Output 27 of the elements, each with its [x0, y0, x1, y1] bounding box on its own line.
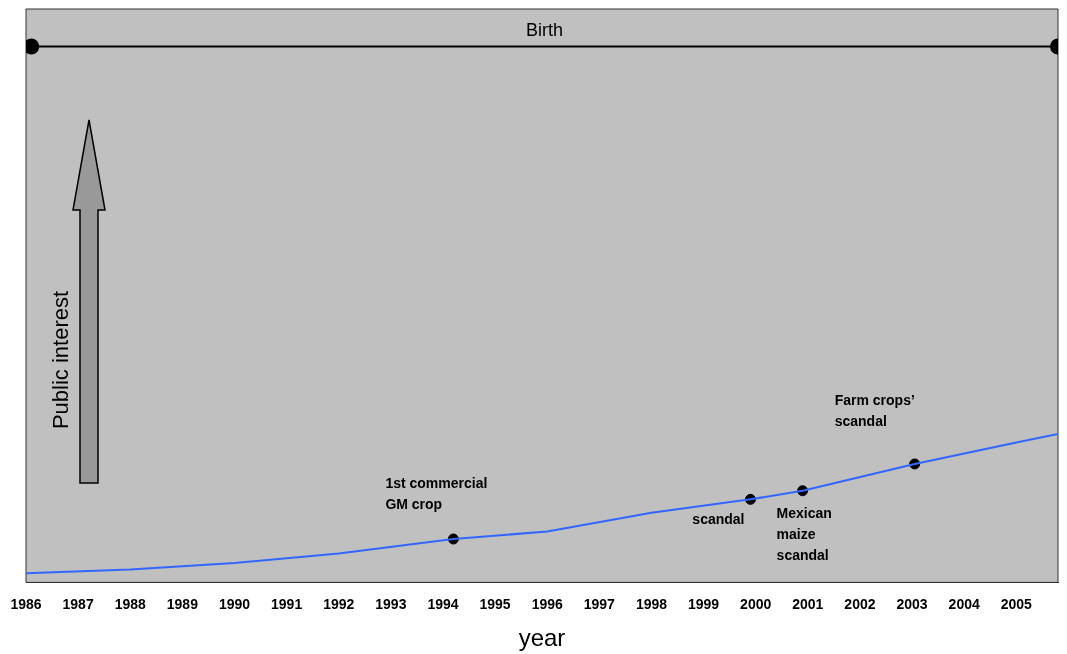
annotation: Farm crops’ scandal — [834, 391, 915, 429]
x-tick-label: 1995 — [479, 595, 511, 612]
x-tick-label: 1987 — [62, 595, 94, 612]
x-tick-label: 1999 — [688, 595, 720, 612]
annotation: 1st commercial GM crop — [385, 474, 488, 512]
x-tick-label: 1997 — [583, 595, 616, 612]
x-tick-label: 1988 — [114, 595, 147, 612]
x-tick-label: 1998 — [635, 595, 668, 612]
x-tick-label: 2005 — [1000, 595, 1033, 612]
y-axis-title: Public interest — [48, 290, 74, 430]
x-tick-label: 1986 — [10, 595, 42, 612]
series-label: Birth — [526, 20, 564, 41]
x-tick-label: 1990 — [218, 595, 251, 612]
x-tick-label: 1991 — [271, 595, 303, 612]
x-tick-label: 1994 — [427, 595, 459, 612]
annotation: Mexican maize scandal — [776, 504, 832, 563]
x-tick-label: 2000 — [740, 595, 772, 612]
annotation: scandal — [692, 511, 745, 528]
x-tick-label: 2002 — [844, 595, 876, 612]
x-tick-label: 1993 — [375, 595, 407, 612]
x-tick-label: 1996 — [531, 595, 563, 612]
x-tick-label: 1992 — [323, 595, 355, 612]
x-tick-label: 2003 — [896, 595, 928, 612]
x-axis-title: year — [518, 624, 566, 652]
x-tick-label: 2001 — [792, 595, 824, 612]
x-tick-label: 2004 — [948, 595, 980, 612]
x-tick-label: 1989 — [166, 595, 199, 612]
